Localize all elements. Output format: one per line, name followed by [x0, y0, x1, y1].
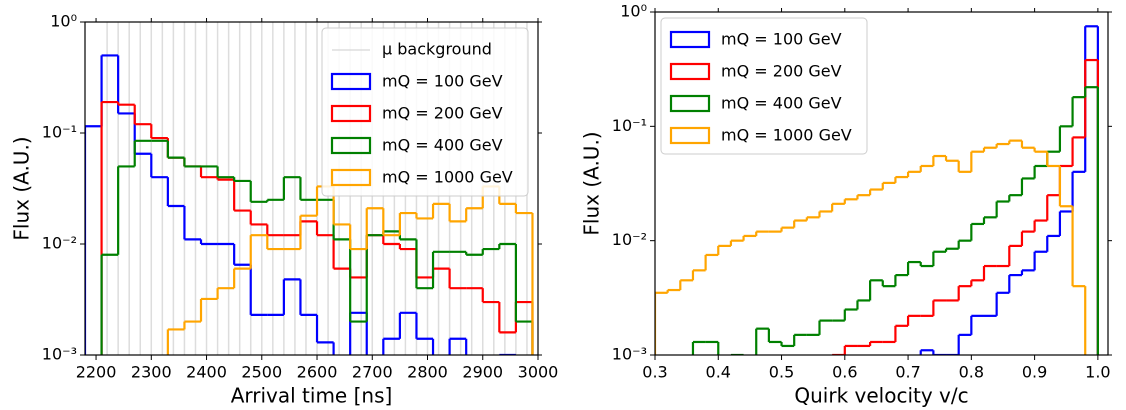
legend-label: mQ = 100 GeV: [382, 72, 503, 91]
x-tick-label: 0.5: [769, 363, 794, 382]
x-tick-label: 2400: [186, 363, 227, 382]
x-tick-label: 0.7: [895, 363, 920, 382]
x-tick-label: 0.9: [1022, 363, 1047, 382]
x-tick-label: 2700: [352, 363, 393, 382]
legend-swatch: [669, 94, 711, 113]
x-tick-label: 0.6: [832, 363, 857, 382]
x-tick-label: 1.0: [1085, 363, 1110, 382]
y-tick-label: 10⁻¹: [612, 116, 647, 135]
legend-label: mQ = 400 GeV: [382, 136, 503, 155]
x-tick-label: 2300: [131, 363, 172, 382]
x-tick-label: 2800: [407, 363, 448, 382]
legend-swatch: [330, 72, 372, 91]
x-axis-label: Arrival time [ns]: [231, 384, 393, 408]
legend-box: [321, 27, 529, 197]
x-tick-label: 2600: [297, 363, 338, 382]
plot-area: [655, 25, 1099, 355]
y-tick-label: 10⁻³: [612, 345, 647, 364]
legend-label: mQ = 1000 GeV: [721, 126, 852, 145]
legend-swatch: [330, 104, 372, 123]
y-axis-label: Flux (A.U.): [10, 136, 34, 240]
legend-swatch: [669, 30, 711, 49]
legend-swatch: [669, 126, 711, 145]
legend-label: mQ = 200 GeV: [382, 104, 503, 123]
x-tick-label: 2500: [241, 363, 282, 382]
panel: 2200 2300 2400 2500 2600 2700 2800 2900 3000 10⁻³…: [10, 12, 559, 408]
plot-area: [85, 22, 534, 355]
x-tick-label: 0.4: [706, 363, 731, 382]
y-tick-label: 10⁻²: [612, 230, 647, 249]
legend-label: mQ = 400 GeV: [721, 94, 842, 113]
legend-label: mQ = 100 GeV: [721, 30, 842, 49]
x-tick-label: 2900: [462, 363, 503, 382]
y-axis-label: Flux (A.U.): [580, 131, 604, 235]
legend-swatch: [330, 168, 372, 187]
x-tick-label: 0.8: [959, 363, 984, 382]
y-tick-label: 10⁻³: [42, 345, 77, 364]
legend-label: mQ = 200 GeV: [721, 62, 842, 81]
axes-frame: [84, 21, 539, 356]
legend-label: mQ = 1000 GeV: [382, 168, 513, 187]
legend-swatch: [330, 136, 372, 155]
x-axis-label: Quirk velocity v/c: [794, 384, 968, 408]
x-tick-label: 3000: [518, 363, 559, 382]
y-tick-label: 10⁻²: [42, 234, 77, 253]
x-tick-label: 0.3: [642, 363, 667, 382]
legend-box: [660, 17, 868, 155]
x-tick-label: 2200: [76, 363, 117, 382]
legend-label: μ background: [382, 40, 492, 59]
panel: 0.3 0.4 0.5 0.6 0.7 0.8 0.9 1.0 10⁻³ 10⁻² 10⁻¹ 10⁰ Q…: [580, 2, 1112, 408]
y-tick-label: 10⁰: [50, 12, 77, 31]
axes-frame: [654, 11, 1109, 356]
y-tick-label: 10⁰: [620, 2, 647, 21]
legend-swatch: [669, 62, 711, 81]
y-tick-label: 10⁻¹: [42, 123, 77, 142]
